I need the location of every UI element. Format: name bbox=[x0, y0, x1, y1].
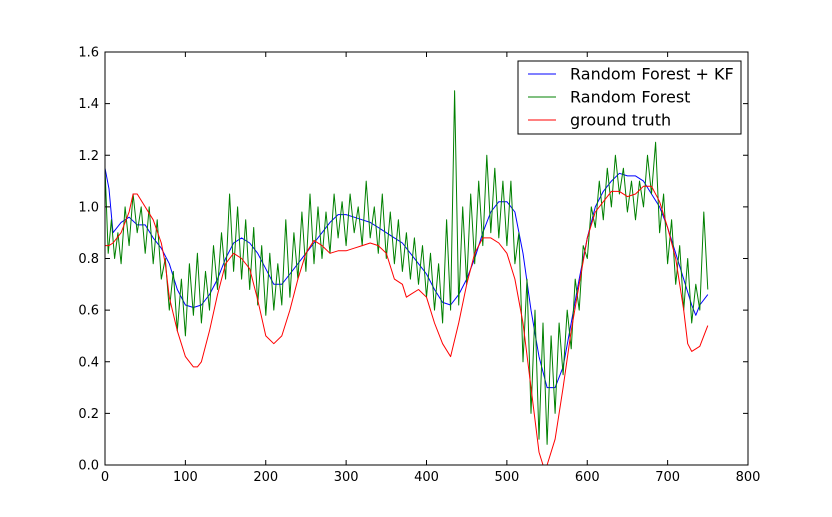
x-tick-label: 400 bbox=[414, 470, 439, 485]
y-tick-label: 0.0 bbox=[78, 459, 99, 474]
x-tick-label: 800 bbox=[736, 470, 761, 485]
legend-label-1: Random Forest bbox=[570, 88, 690, 107]
x-tick-label: 300 bbox=[334, 470, 359, 485]
x-tick-label: 600 bbox=[575, 470, 600, 485]
legend-label-2: ground truth bbox=[570, 111, 671, 130]
y-tick-label: 1.0 bbox=[78, 200, 99, 215]
legend: Random Forest + KF Random Forest ground tr… bbox=[517, 60, 742, 135]
y-tick-label: 0.6 bbox=[78, 304, 99, 319]
y-tick-label: 0.4 bbox=[78, 355, 99, 370]
x-tick-label: 500 bbox=[494, 470, 519, 485]
series-line-2 bbox=[105, 185, 709, 466]
x-tick-label: 0 bbox=[101, 470, 109, 485]
x-tick-label: 700 bbox=[655, 470, 680, 485]
y-tick-label: 1.2 bbox=[78, 149, 99, 164]
y-tick-label: 1.6 bbox=[78, 46, 99, 61]
legend-label-0: Random Forest + KF bbox=[570, 65, 734, 84]
x-tick-label: 200 bbox=[253, 470, 278, 485]
series-line-1 bbox=[104, 90, 709, 445]
tick-layer: 0 100 200 300 400 500 600 700 800 0.0 0.2 0.4 0.6 0.8… bbox=[78, 46, 760, 486]
y-tick-label: 0.2 bbox=[78, 407, 99, 422]
y-tick-label: 1.4 bbox=[78, 97, 99, 112]
x-tick-label: 100 bbox=[173, 470, 198, 485]
series-layer bbox=[104, 90, 709, 466]
y-tick-label: 0.8 bbox=[78, 252, 99, 267]
